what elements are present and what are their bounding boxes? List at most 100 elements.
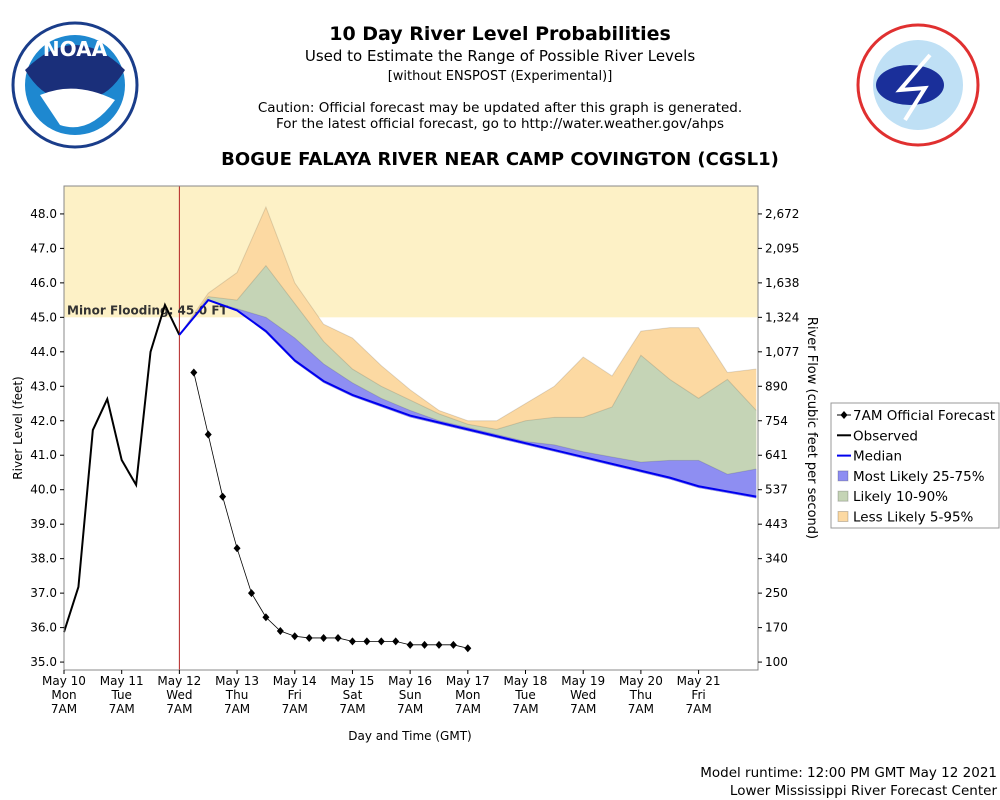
x-tick-label: May 20: [619, 674, 663, 688]
forecast-marker: [363, 637, 371, 646]
x-tick-time: 7AM: [166, 702, 192, 716]
y2-tick-label: 443: [765, 517, 788, 531]
y2-tick-label: 340: [765, 552, 788, 566]
x-tick-day: Fri: [288, 688, 302, 702]
noaa-logo: NOAA: [11, 21, 139, 149]
forecast-marker: [291, 632, 299, 641]
forecast-marker: [204, 430, 212, 439]
y-tick-label: 41.0: [30, 448, 57, 462]
note: [without ENSPOST (Experimental)]: [388, 69, 613, 84]
x-tick-label: May 12: [157, 674, 201, 688]
x-axis-label: Day and Time (GMT): [348, 729, 471, 743]
y-tick-label: 46.0: [30, 276, 57, 290]
x-tick-label: May 14: [273, 674, 317, 688]
y2-tick-label: 641: [765, 448, 788, 462]
x-tick-day: Tue: [110, 688, 132, 702]
forecast-marker: [276, 627, 284, 636]
y2-tick-label: 100: [765, 655, 788, 669]
caution: Caution: Official forecast may be update…: [258, 100, 742, 116]
x-tick-time: 7AM: [685, 702, 711, 716]
legend-label: 7AM Official Forecast: [853, 408, 995, 424]
forecast-marker: [219, 492, 227, 501]
legend-marker: [840, 411, 848, 419]
legend-label: Most Likely 25-75%: [853, 469, 985, 485]
x-tick-day: Thu: [629, 688, 653, 702]
legend-label: Observed: [853, 428, 918, 444]
y2-tick-label: 890: [765, 379, 788, 393]
title: 10 Day River Level Probabilities: [329, 23, 671, 45]
x-tick-day: Mon: [51, 688, 76, 702]
band-area: [179, 265, 757, 499]
y-tick-label: 47.0: [30, 241, 57, 255]
forecast-marker: [190, 368, 198, 377]
legend-label: Median: [853, 449, 902, 465]
forecast-marker: [334, 633, 342, 642]
y2-tick-label: 250: [765, 586, 788, 600]
x-tick-time: 7AM: [51, 702, 77, 716]
y2-tick-label: 537: [765, 483, 788, 497]
x-tick-label: May 21: [677, 674, 721, 688]
legend-label: Likely 10-90%: [853, 489, 948, 505]
y-tick-label: 39.0: [30, 517, 57, 531]
forecast-marker: [233, 544, 241, 553]
x-tick-time: 7AM: [109, 702, 135, 716]
series-line: [178, 298, 757, 498]
y2-tick-label: 1,324: [765, 310, 799, 324]
runtime: Model runtime: 12:00 PM GMT May 12 2021: [700, 765, 997, 781]
flood-label: Minor Flooding: 45.0 FT: [67, 303, 229, 317]
legend: 7AM Official Forecast Observed Median Most …: [830, 402, 1000, 529]
nws-logo: [856, 23, 980, 147]
x-tick-day: Wed: [166, 688, 192, 702]
band-edge: [178, 299, 757, 475]
x-tick-time: 7AM: [628, 702, 654, 716]
forecast-marker: [305, 633, 313, 642]
subtitle: Used to Estimate the Range of Possible R…: [305, 47, 695, 65]
x-tick-day: Mon: [455, 688, 480, 702]
y-tick-label: 37.0: [30, 586, 57, 600]
y-tick-label: 43.0: [30, 379, 57, 393]
x-tick-time: 7AM: [512, 702, 538, 716]
y-tick-label: 35.0: [30, 655, 57, 669]
station: BOGUE FALAYA RIVER NEAR CAMP COVINGTON (…: [221, 149, 779, 170]
y-tick-label: 45.0: [30, 310, 57, 324]
y-axis-label: River Level (feet): [11, 376, 25, 479]
x-tick-label: May 17: [446, 674, 490, 688]
y-tick-label: 48.0: [30, 207, 57, 221]
legend-box: [830, 402, 1000, 529]
x-tick-day: Thu: [225, 688, 249, 702]
y2-tick-label: 2,672: [765, 207, 799, 221]
y2-tick-label: 754: [765, 414, 788, 428]
x-tick-label: May 16: [388, 674, 432, 688]
y-tick-label: 42.0: [30, 414, 57, 428]
x-tick-day: Sun: [399, 688, 422, 702]
forecast-marker: [262, 613, 270, 622]
forecast-marker: [348, 637, 356, 646]
x-tick-label: May 10: [42, 674, 86, 688]
y2-axis-label: River Flow (cubic feet per second): [804, 317, 819, 539]
x-tick-label: May 15: [330, 674, 374, 688]
y-tick-label: 36.0: [30, 621, 57, 635]
x-tick-label: May 11: [100, 674, 144, 688]
x-tick-label: May 19: [561, 674, 605, 688]
x-tick-time: 7AM: [397, 702, 423, 716]
x-tick-day: Fri: [691, 688, 705, 702]
band-edge: [178, 205, 757, 422]
x-tick-time: 7AM: [455, 702, 481, 716]
y-tick-label: 38.0: [30, 552, 57, 566]
legend-label: Less Likely 5-95%: [853, 510, 974, 526]
y2-tick-label: 1,638: [765, 276, 799, 290]
y2-tick-label: 2,095: [765, 241, 799, 255]
forecast-marker: [320, 633, 328, 642]
forecast-marker: [464, 644, 472, 653]
forecast-marker: [406, 640, 414, 649]
y2-tick-label: 1,077: [765, 345, 799, 359]
x-tick-time: 7AM: [224, 702, 250, 716]
forecast-marker: [449, 640, 457, 649]
plot-frame: [63, 185, 759, 671]
x-tick-label: May 13: [215, 674, 259, 688]
forecast-marker: [435, 640, 443, 649]
link: For the latest official forecast, go to …: [276, 116, 724, 132]
x-tick-label: May 18: [504, 674, 548, 688]
